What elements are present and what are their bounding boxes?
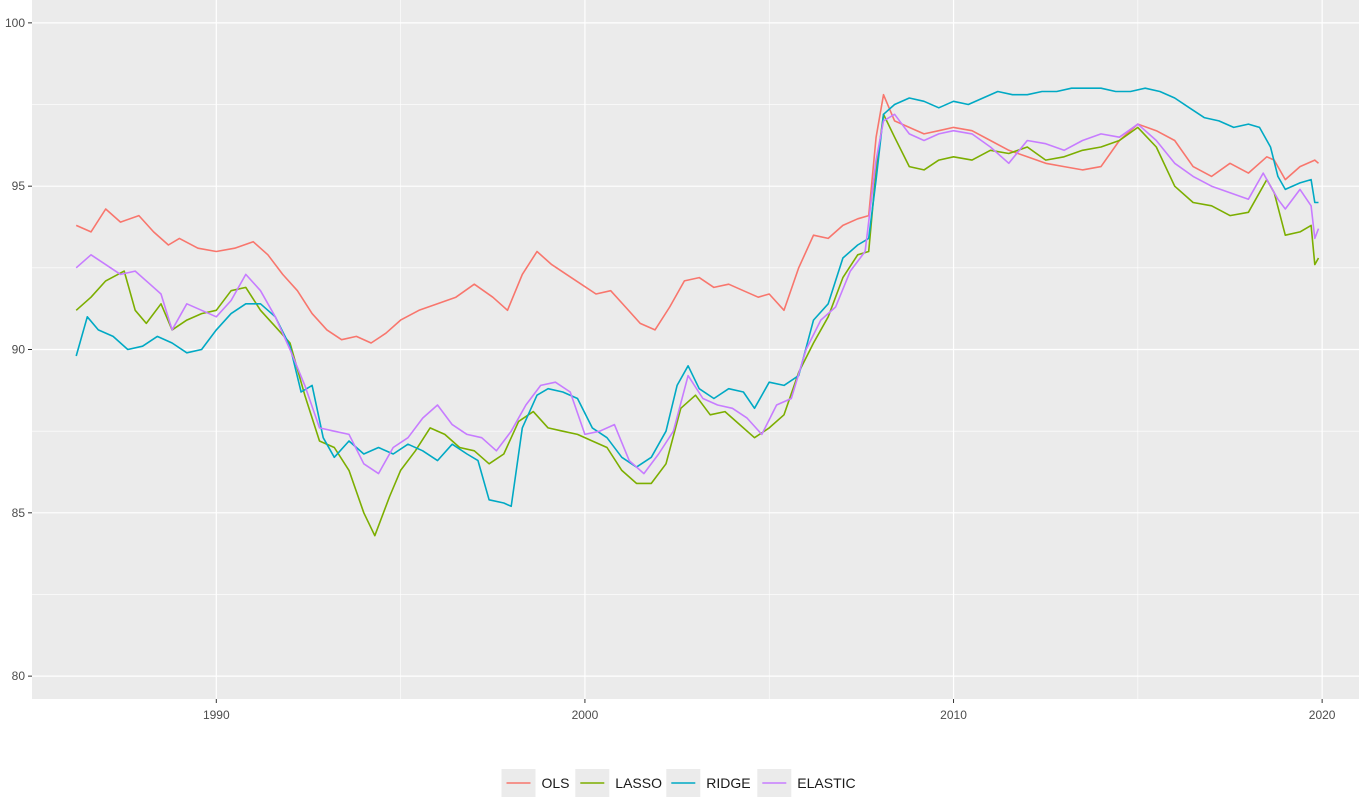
y-tick-label: 100 bbox=[5, 16, 25, 30]
x-tick-label: 1990 bbox=[203, 708, 230, 722]
y-axis: 80 85 90 95 100 bbox=[5, 16, 32, 683]
series-line-elastic bbox=[75, 113, 1320, 475]
y-tick-label: 95 bbox=[12, 179, 26, 193]
y-tick-label: 80 bbox=[12, 669, 26, 683]
legend-label: RIDGE bbox=[706, 775, 750, 791]
series-lines bbox=[75, 87, 1320, 537]
legend-label: OLS bbox=[542, 775, 570, 791]
x-tick-label: 2010 bbox=[940, 708, 967, 722]
y-tick-label: 90 bbox=[12, 343, 26, 357]
legend-item-elastic: ELASTIC bbox=[757, 769, 856, 797]
legend-label: ELASTIC bbox=[797, 775, 855, 791]
legend-item-ridge: RIDGE bbox=[666, 769, 751, 797]
y-tick-label: 85 bbox=[12, 506, 26, 520]
legend: OLS LASSO RIDGE ELASTIC bbox=[501, 769, 856, 797]
x-tick-label: 2020 bbox=[1309, 708, 1336, 722]
major-gridlines bbox=[32, 0, 1359, 699]
legend-item-ols: OLS bbox=[501, 769, 570, 797]
x-tick-label: 2000 bbox=[572, 708, 599, 722]
series-line-ridge bbox=[75, 87, 1319, 508]
series-line-ols bbox=[75, 93, 1320, 344]
legend-label: LASSO bbox=[615, 775, 662, 791]
legend-item-lasso: LASSO bbox=[575, 769, 662, 797]
series-line-lasso bbox=[75, 113, 1320, 537]
x-axis: 1990 2000 2010 2020 bbox=[203, 699, 1336, 722]
